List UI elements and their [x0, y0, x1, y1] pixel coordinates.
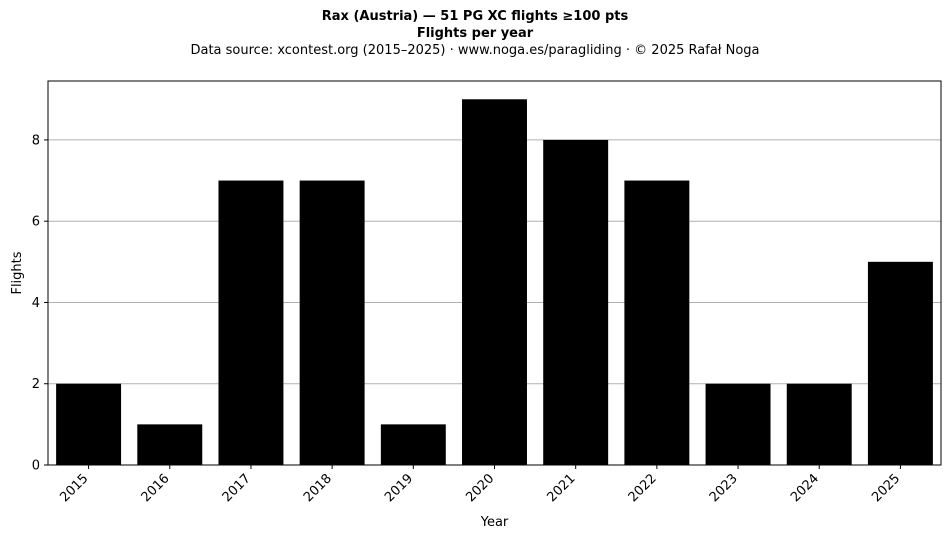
bar-2025 [867, 261, 933, 465]
y-tick-label-2: 4 [32, 296, 40, 311]
x-axis-label: Year [480, 515, 509, 530]
bar-2020 [462, 99, 527, 466]
bar-2019 [380, 424, 446, 465]
x-tick-label-2019: 2019 [382, 471, 416, 505]
x-tick-label-2018: 2018 [301, 471, 335, 505]
x-tick-label-2022: 2022 [626, 471, 660, 505]
bar-2024 [786, 383, 852, 465]
bar-2017 [218, 180, 284, 466]
y-axis: 0 2 4 6 8 [32, 133, 48, 474]
chart-title: Rax (Austria) — 51 PG XC flights ≥100 pt… [321, 9, 629, 24]
x-tick-label-2024: 2024 [788, 471, 822, 505]
chart-titles: Rax (Austria) — 51 PG XC flights ≥100 pt… [0, 8, 950, 59]
x-tick-label-2023: 2023 [707, 471, 741, 505]
chart-source: Data source: xcontest.org (2015–2025) · … [190, 43, 760, 58]
x-tick-label-2016: 2016 [139, 471, 173, 505]
bar-2018 [299, 180, 365, 466]
bar-2021 [543, 139, 609, 465]
bar-2022 [624, 180, 690, 466]
bars [56, 99, 933, 466]
chart-subtitle: Flights per year [416, 26, 534, 41]
x-axis: 2015 2016 2017 2018 2019 2020 2021 2022 2023 2024… [57, 465, 903, 505]
y-tick-label-0: 0 [32, 459, 40, 474]
bar-2016 [137, 424, 203, 465]
y-tick-label-1: 2 [32, 377, 40, 392]
y-tick-label-4: 8 [32, 133, 40, 148]
y-tick-label-3: 6 [32, 215, 40, 230]
bar-2023 [705, 383, 771, 465]
y-axis-label: Flights [10, 251, 25, 294]
x-tick-label-2020: 2020 [463, 471, 497, 505]
x-tick-label-2025: 2025 [869, 471, 903, 505]
x-tick-label-2021: 2021 [545, 471, 579, 505]
x-tick-label-2015: 2015 [57, 471, 91, 505]
bar-2015 [56, 383, 122, 465]
x-tick-label-2017: 2017 [220, 471, 254, 505]
